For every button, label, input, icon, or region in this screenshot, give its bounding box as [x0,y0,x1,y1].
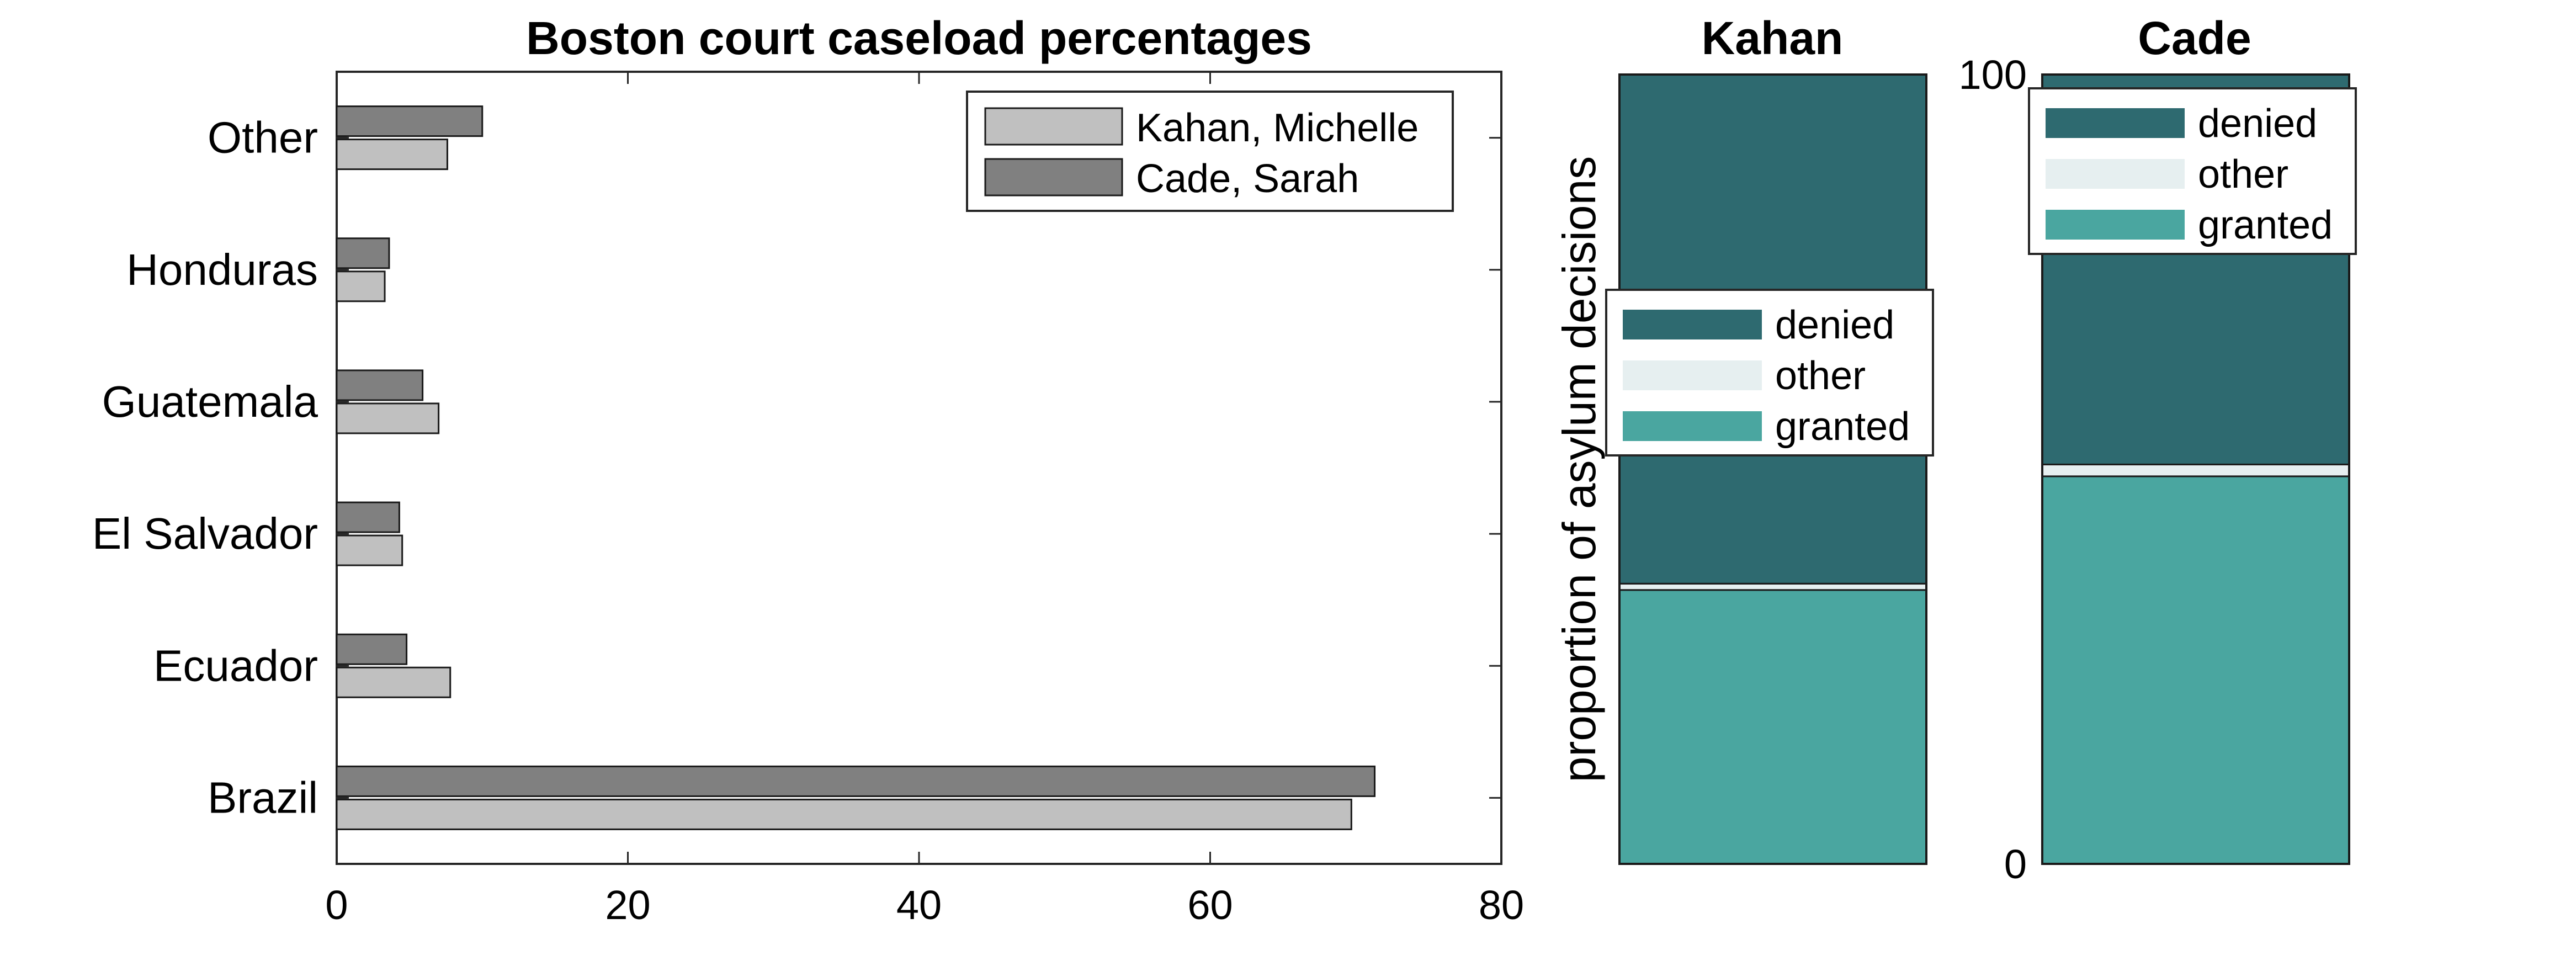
x-tick-label: 0 [325,882,348,928]
legend-swatch [1623,310,1762,339]
x-tick-label: 60 [1187,882,1233,928]
x-tick-label: 80 [1479,882,1524,928]
cade-y-axis: 0 100 [1959,52,2027,887]
legend-label: granted [2198,203,2333,247]
legend: Kahan, Michelle Cade, Sarah [966,91,1454,212]
legend-swatch [984,107,1123,146]
bar-other [336,139,448,171]
category-label: Guatemala [102,377,318,426]
legend-label: Cade, Sarah [1136,157,1359,201]
legend-label: denied [2198,102,2317,146]
category-label: Ecuador [153,641,318,690]
cade-legend: denied other granted [2028,87,2357,255]
cade-stack [2041,73,2350,865]
kahan-stack [1618,73,1927,865]
cade-title: Cade [2138,12,2251,64]
chart-title: Boston court caseload percentages [526,12,1312,64]
bar-el-salvador [336,501,400,533]
bar-brazil [336,798,1352,830]
y-tick-label: 100 [1959,52,2027,98]
kahan-legend: denied other granted [1605,289,1934,457]
caseload-chart: Boston court caseload percentages 0 20 40 6… [92,12,1524,928]
legend-swatch [2046,210,2185,240]
bar-el-salvador [336,534,403,566]
legend-swatch [2046,108,2185,138]
legend-label: other [2198,152,2288,197]
legend-swatch [1623,360,1762,390]
category-label: Other [208,113,318,162]
stack-outline [2041,73,2350,865]
y-axis-label: proportion of asylum decisions [1553,156,1605,783]
segment-granted [2041,475,2350,865]
legend-label: Kahan, Michelle [1136,106,1419,150]
bar-brazil [336,765,1376,797]
segment-other [2041,463,2350,477]
kahan-title: Kahan [1702,12,1844,64]
segment-granted [1618,589,1927,865]
segment-other [1618,582,1927,591]
bar-honduras [336,270,386,302]
bar-guatemala [336,402,440,434]
x-tick-label: 20 [605,882,650,928]
x-tick-label: 40 [896,882,942,928]
legend-swatch [984,158,1123,197]
bar-guatemala [336,369,424,401]
cade-decisions-chart: Cade 0 100 denied other granted [1959,12,2357,887]
bar-group [336,105,1376,830]
category-label: El Salvador [92,509,318,558]
category-label: Honduras [126,245,318,294]
bar-ecuador [336,633,408,665]
bar-honduras [336,237,390,269]
x-axis: 0 20 40 60 80 [325,72,1524,928]
legend-label: other [1775,354,1866,398]
legend-swatch [2046,159,2185,189]
bar-ecuador [336,666,452,698]
legend-label: granted [1775,405,1910,449]
stack-outline [1618,73,1927,865]
bar-other [336,105,484,137]
legend-label: denied [1775,303,1894,347]
legend-swatch [1623,411,1762,441]
y-tick-label: 0 [2004,841,2027,887]
y-axis: Brazil Ecuador El Salvador Guatemala Hondura… [92,113,1501,822]
kahan-decisions-chart: Kahan proportion of asylum decisions den… [1553,12,1934,865]
category-label: Brazil [208,773,318,822]
